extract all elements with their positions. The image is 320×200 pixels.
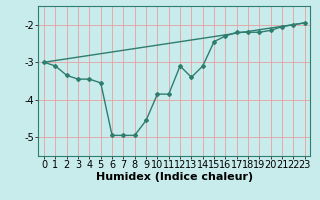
X-axis label: Humidex (Indice chaleur): Humidex (Indice chaleur) xyxy=(96,172,253,182)
